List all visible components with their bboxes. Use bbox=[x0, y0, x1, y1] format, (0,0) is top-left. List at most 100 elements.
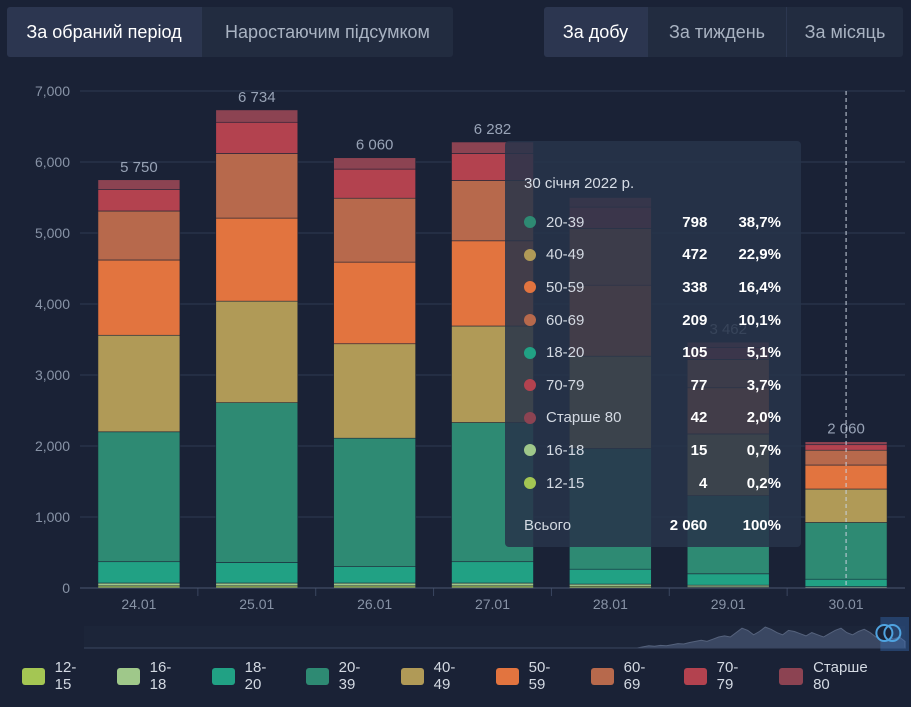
bar-segment-50-59 bbox=[97, 259, 181, 336]
tooltip-series-pct: 2,0% bbox=[746, 409, 781, 427]
legend-swatch bbox=[212, 667, 235, 685]
tooltip-series-name: 40-49 bbox=[546, 246, 585, 264]
tooltip-series-value: 4 bbox=[698, 474, 708, 492]
y-tick-label: 5,000 bbox=[35, 225, 70, 241]
period-toggle: За обраний період Наростаючим підсумком bbox=[7, 7, 453, 57]
bar-segment-18-20 bbox=[686, 573, 770, 586]
legend-swatch bbox=[22, 667, 45, 685]
tooltip-row: 60-69 209 10,1% bbox=[524, 304, 781, 337]
legend-swatch bbox=[591, 667, 614, 685]
tooltip-row: 16-18 15 0,7% bbox=[524, 434, 781, 467]
tooltip-series-value: 472 bbox=[682, 246, 708, 264]
bar-segment-16-18 bbox=[451, 582, 534, 587]
tab-selected-period[interactable]: За обраний період bbox=[7, 7, 201, 57]
tooltip-total-value: 2 060 bbox=[669, 516, 708, 534]
legend-label: 20-39 bbox=[338, 659, 361, 693]
navigator-handle-right[interactable] bbox=[883, 624, 902, 642]
tooltip-row: 18-20 105 5,1% bbox=[524, 336, 781, 369]
legend-item[interactable]: 40-49 bbox=[401, 659, 463, 693]
bar-total-label: 6 282 bbox=[474, 121, 512, 138]
tooltip-series-dot bbox=[524, 248, 536, 261]
legend-item[interactable]: 60-69 bbox=[591, 659, 653, 693]
tooltip-series-dot bbox=[524, 281, 536, 294]
tooltip-series-value: 15 bbox=[690, 441, 708, 459]
legend-item[interactable]: 18-20 bbox=[212, 659, 274, 693]
tooltip-series-name: 20-39 bbox=[546, 213, 585, 231]
legend-label: Старше 80 bbox=[813, 659, 868, 693]
tooltip-series-dot bbox=[524, 346, 536, 359]
x-tick-label: 26.01 bbox=[357, 596, 392, 612]
tooltip-series-value: 77 bbox=[690, 376, 708, 394]
tooltip-series-pct: 38,7% bbox=[738, 213, 781, 231]
bar-total-label: 6 060 bbox=[356, 137, 394, 154]
tooltip-series-value: 42 bbox=[690, 409, 708, 427]
tooltip-row: 20-39 798 38,7% bbox=[524, 206, 781, 239]
legend-swatch bbox=[306, 667, 329, 685]
y-tick-label: 0 bbox=[62, 580, 70, 596]
legend-item[interactable]: 70-79 bbox=[684, 659, 746, 693]
bar-total-label: 5 750 bbox=[120, 159, 158, 176]
tab-per-month[interactable]: За місяць bbox=[786, 7, 903, 57]
y-tick-label: 6,000 bbox=[35, 154, 70, 170]
bar-total-label: 6 734 bbox=[238, 89, 276, 106]
x-tick-label: 28.01 bbox=[593, 596, 628, 612]
legend-item[interactable]: 20-39 bbox=[306, 659, 368, 693]
legend-item[interactable]: 50-59 bbox=[496, 659, 558, 693]
tooltip-series-pct: 10,1% bbox=[738, 311, 781, 329]
legend-label: 18-20 bbox=[244, 659, 267, 693]
bar-segment-20-39 bbox=[215, 402, 299, 563]
bar-segment-60-69 bbox=[97, 210, 181, 261]
tooltip-row: 70-79 77 3,7% bbox=[524, 369, 781, 402]
tooltip-series-value: 105 bbox=[682, 344, 708, 362]
tooltip-row: 40-49 472 22,9% bbox=[524, 239, 781, 272]
legend-swatch bbox=[779, 667, 804, 685]
bar-segment-16-18 bbox=[97, 582, 181, 587]
tooltip-series-dot bbox=[524, 411, 536, 424]
bar-segment-40-49 bbox=[333, 343, 416, 439]
y-tick-label: 3,000 bbox=[35, 367, 70, 383]
tooltip-series-dot bbox=[524, 314, 536, 327]
bar-segment-50-59 bbox=[333, 261, 416, 345]
bar-segment-старше-80 bbox=[97, 179, 181, 190]
bar-segment-70-79 bbox=[215, 121, 299, 154]
tab-cumulative[interactable]: Наростаючим підсумком bbox=[201, 7, 453, 57]
bar-segment-старше-80 bbox=[333, 157, 416, 170]
tab-per-day[interactable]: За добу bbox=[544, 7, 647, 57]
legend-item[interactable]: Старше 80 bbox=[779, 659, 874, 693]
tooltip-total-label: Всього bbox=[524, 516, 572, 534]
x-tick-label: 24.01 bbox=[121, 596, 156, 612]
bar-segment-18-20 bbox=[569, 568, 652, 585]
tooltip-series-name: 12-15 bbox=[546, 474, 585, 492]
y-tick-label: 1,000 bbox=[35, 509, 70, 525]
tooltip-series-value: 338 bbox=[682, 278, 708, 296]
legend-swatch bbox=[496, 667, 519, 685]
x-tick-label: 25.01 bbox=[239, 596, 274, 612]
tooltip-series-pct: 3,7% bbox=[746, 376, 781, 394]
tooltip-row: Старше 80 42 2,0% bbox=[524, 402, 781, 435]
bar-segment-16-18 bbox=[333, 582, 416, 587]
bar-segment-60-69 bbox=[333, 197, 416, 263]
legend-item[interactable]: 16-18 bbox=[117, 659, 179, 693]
tooltip-series-name: 18-20 bbox=[546, 344, 585, 362]
tooltip-series-name: 16-18 bbox=[546, 441, 585, 459]
legend-label: 50-59 bbox=[528, 659, 551, 693]
y-tick-label: 7,000 bbox=[35, 83, 70, 99]
x-tick-label: 27.01 bbox=[475, 596, 510, 612]
tooltip-series-dot bbox=[524, 216, 536, 229]
legend-swatch bbox=[117, 667, 140, 685]
tooltip-series-pct: 0,7% bbox=[746, 441, 781, 459]
legend-label: 16-18 bbox=[149, 659, 172, 693]
tab-per-week[interactable]: За тиждень bbox=[647, 7, 786, 57]
tooltip-series-dot bbox=[524, 477, 536, 490]
tooltip-total-pct: 100% bbox=[742, 516, 781, 534]
legend-swatch bbox=[401, 667, 424, 685]
tooltip-date: 30 січня 2022 р. bbox=[524, 175, 635, 192]
bar-segment-70-79 bbox=[97, 189, 181, 212]
bar-segment-16-18 bbox=[215, 582, 299, 587]
tooltip-series-name: Старше 80 bbox=[546, 409, 622, 427]
bar-segment-16-18 bbox=[569, 583, 652, 587]
tooltip-series-value: 798 bbox=[682, 213, 708, 231]
bar-segment-старше-80 bbox=[215, 109, 299, 123]
legend-item[interactable]: 12-15 bbox=[22, 659, 84, 693]
tooltip-series-value: 209 bbox=[682, 311, 708, 329]
